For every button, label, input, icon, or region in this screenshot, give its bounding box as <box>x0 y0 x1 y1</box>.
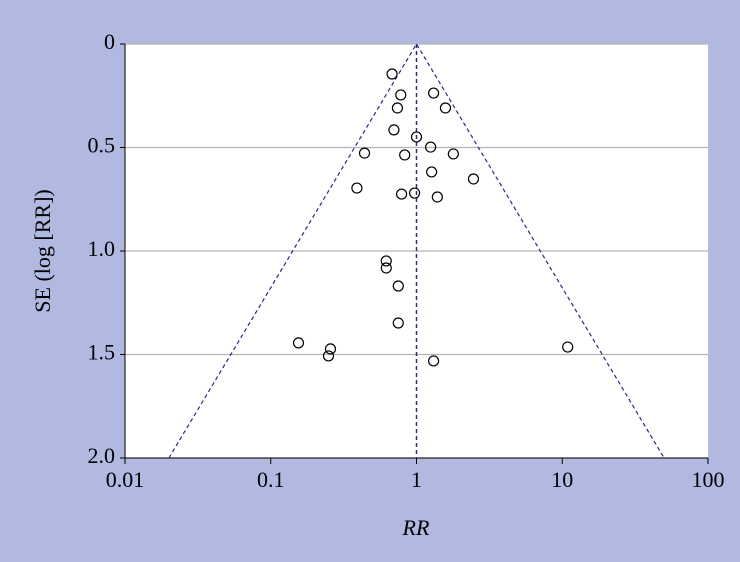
point <box>392 280 404 292</box>
point <box>431 191 443 203</box>
y-tick-label: 1.0 <box>88 236 116 261</box>
point <box>427 87 440 99</box>
point <box>447 148 459 160</box>
point <box>380 262 392 274</box>
point <box>395 188 408 200</box>
x-tick-label: 100 <box>692 467 725 492</box>
point <box>386 68 398 80</box>
point <box>426 166 438 178</box>
y-tick-label: 0 <box>104 29 115 54</box>
x-tick-label: 0.01 <box>106 467 145 492</box>
point <box>425 141 437 153</box>
point <box>322 350 335 362</box>
point <box>467 173 480 185</box>
point <box>399 149 411 161</box>
y-axis-label: SE (log [RR]) <box>30 189 55 312</box>
x-tick-label: 1 <box>411 467 422 492</box>
x-tick-label: 0.1 <box>257 467 285 492</box>
y-tick-label: 2.0 <box>88 443 116 468</box>
point <box>410 131 423 143</box>
point <box>395 89 407 101</box>
point <box>324 343 337 355</box>
point <box>351 182 363 194</box>
x-axis-label: RR <box>402 515 430 540</box>
y-tick-label: 0.5 <box>88 133 116 158</box>
y-tick-label: 1.5 <box>88 340 116 365</box>
point <box>439 102 452 114</box>
point <box>391 102 404 114</box>
x-tick-label: 10 <box>551 467 573 492</box>
point <box>380 255 392 267</box>
point <box>427 355 440 367</box>
point <box>388 124 400 136</box>
point <box>392 317 404 329</box>
point <box>292 337 305 349</box>
point <box>358 147 371 159</box>
point <box>408 187 421 199</box>
point <box>562 341 574 353</box>
